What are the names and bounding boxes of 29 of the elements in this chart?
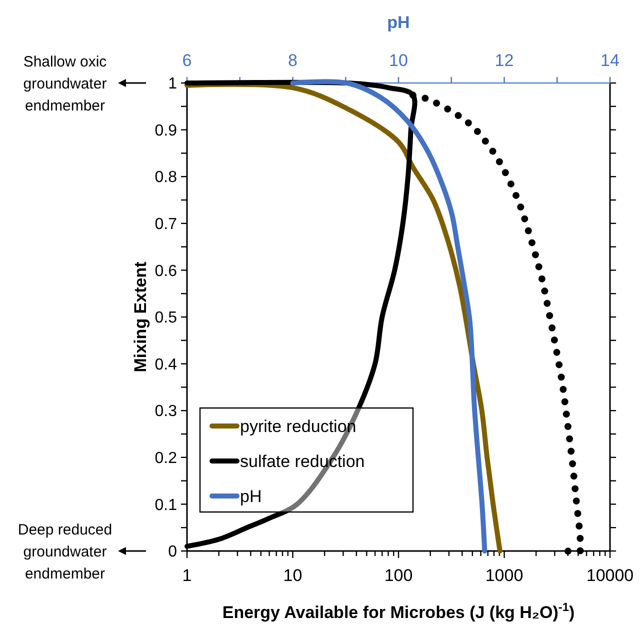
x-tick-label: 10 <box>283 566 302 585</box>
x-tick-label: 100 <box>384 566 413 585</box>
y-tick-label: 1 <box>168 76 178 93</box>
x-tick-label: 1000 <box>485 566 524 585</box>
text: Shallow oxic groundwater endmember <box>23 53 108 114</box>
legend-label: pH <box>240 486 262 506</box>
y-tick-label: 0.3 <box>154 403 178 420</box>
y-tick-label: 0.4 <box>154 356 178 374</box>
x2-tick-label: 12 <box>494 51 514 70</box>
y-tick-label: 0.7 <box>154 216 178 233</box>
y-tick-label: 0.2 <box>154 450 178 467</box>
legend-label: pyrite reduction <box>240 416 356 436</box>
x2-tick-label: 14 <box>600 51 620 70</box>
text: Deep reduced groundwater endmember <box>18 521 112 582</box>
x2-tick-label: 6 <box>182 51 192 70</box>
y-axis-title: Mixing Extent <box>131 261 150 372</box>
y-tick-label: 0.6 <box>154 262 178 280</box>
y-tick-label: 0.8 <box>154 169 178 186</box>
x2-axis-title: pH <box>387 13 410 32</box>
y-tick-label: 0.5 <box>154 310 178 327</box>
y-tick-label: 0 <box>168 544 178 561</box>
legend-label: sulfate reduction <box>240 452 365 471</box>
x2-tick-label: 8 <box>288 51 298 70</box>
x-tick-label: 10000 <box>586 566 634 585</box>
x-tick-label: 1 <box>182 566 192 585</box>
y-tick-label: 0.9 <box>154 122 178 140</box>
y-tick-label: 0.1 <box>154 496 178 514</box>
x-axis-title: Energy Available for Microbes (J (kg H₂O)$^{-1}$) <box>222 600 575 622</box>
x2-tick-label: 10 <box>389 51 408 70</box>
